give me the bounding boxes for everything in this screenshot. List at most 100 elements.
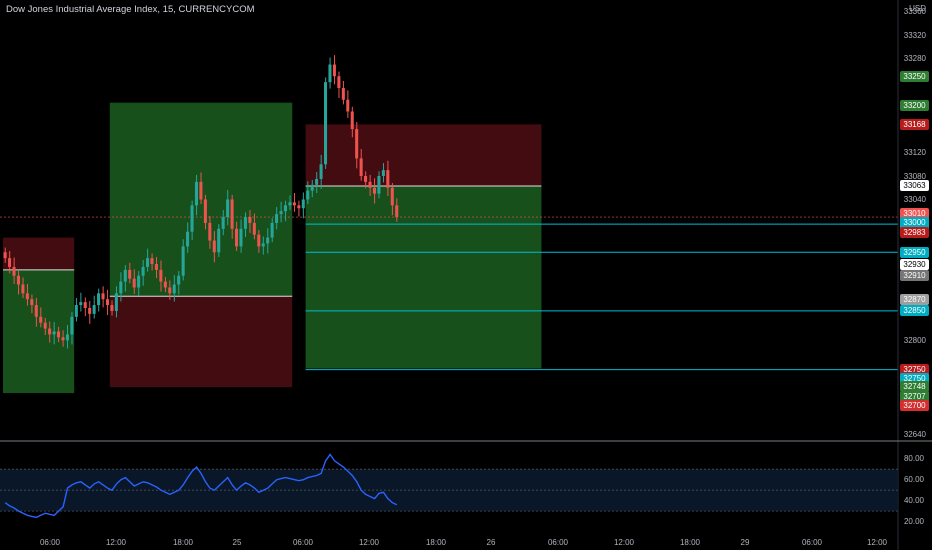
candle-body <box>39 316 43 323</box>
candle-body <box>16 275 20 285</box>
candle-body <box>306 190 310 200</box>
candle-body <box>337 76 341 88</box>
candle-body <box>217 228 221 253</box>
candle-body <box>25 293 29 300</box>
candle-body <box>257 234 261 247</box>
candle-body <box>324 82 328 165</box>
candle-body <box>368 181 372 188</box>
time-tick-label: 06:00 <box>39 538 61 547</box>
candle-body <box>203 199 207 223</box>
candle-body <box>154 264 158 270</box>
candle-body <box>377 176 381 194</box>
candle-body <box>346 99 350 112</box>
price-tick-label: 33040 <box>903 194 926 204</box>
candle-body <box>128 269 132 279</box>
time-tick-label: 12:00 <box>866 538 888 547</box>
candle-body <box>186 231 190 247</box>
candle-body <box>34 305 38 317</box>
candle-body <box>283 205 287 212</box>
candle-body <box>12 266 16 276</box>
candle-body <box>146 258 150 267</box>
price-tag: 32930 <box>900 258 929 270</box>
currency-label: USD <box>909 4 926 13</box>
time-tick-label: 06:00 <box>292 538 314 547</box>
candle-body <box>3 252 7 259</box>
time-tick-label: 26 <box>486 538 496 547</box>
candle-body <box>332 64 336 77</box>
position-profit-zone-0 <box>3 269 75 394</box>
time-tick-label: 12:00 <box>613 538 635 547</box>
candle-body <box>65 334 69 341</box>
price-tag: 33168 <box>900 118 929 130</box>
candle-body <box>248 217 252 223</box>
candle-body <box>230 199 234 229</box>
time-tick-label: 12:00 <box>105 538 127 547</box>
candle-body <box>119 281 123 294</box>
candle-body <box>315 178 319 185</box>
candle-body <box>355 129 359 159</box>
price-tag: 32910 <box>900 270 929 282</box>
candle-body <box>74 305 78 317</box>
price-tick-label: 32800 <box>903 335 926 345</box>
chart-title: Dow Jones Industrial Average Index, 15, … <box>6 4 255 15</box>
candle-body <box>288 202 292 206</box>
candle-body <box>159 269 163 282</box>
candle-body <box>61 337 65 341</box>
candle-body <box>88 308 92 314</box>
time-tick-label: 25 <box>232 538 242 547</box>
price-tag: 32983 <box>900 227 929 239</box>
price-tag: 32950 <box>900 246 929 258</box>
price-tag: 33250 <box>900 70 929 82</box>
price-tag: 32750 <box>900 372 929 384</box>
price-tick-label: 33320 <box>903 30 926 40</box>
candle-body <box>261 243 265 247</box>
candle-body <box>194 181 198 206</box>
price-tag: 33063 <box>900 180 929 192</box>
rsi-line <box>4 453 398 519</box>
candle-body <box>57 331 61 338</box>
candle-body <box>123 269 127 282</box>
time-tick-label: 18:00 <box>425 538 447 547</box>
candle-body <box>101 293 105 300</box>
candle-body <box>8 258 12 267</box>
rsi-tick-label: 60.00 <box>903 474 924 484</box>
candle-body <box>208 222 212 241</box>
candle-body <box>132 278 136 288</box>
price-tag: 32850 <box>900 305 929 317</box>
candle-body <box>70 316 74 335</box>
candle-body <box>43 322 47 329</box>
candle-body <box>221 217 225 229</box>
time-tick-label: 18:00 <box>172 538 194 547</box>
candle-body <box>386 170 390 188</box>
price-tag: 32707 <box>900 390 929 402</box>
time-tick-label: 18:00 <box>679 538 701 547</box>
candle-body <box>177 275 181 285</box>
candle-body <box>141 266 145 276</box>
candle-body <box>243 217 247 229</box>
time-tick-label: 06:00 <box>547 538 569 547</box>
candle-body <box>150 258 154 264</box>
candle-body <box>301 199 305 209</box>
price-tick-label: 33080 <box>903 171 926 181</box>
candle-body <box>190 205 194 232</box>
candle-body <box>266 237 270 244</box>
candle-body <box>163 281 167 288</box>
price-tag: 32700 <box>900 400 929 412</box>
price-tag: 32748 <box>900 380 929 392</box>
candle-body <box>110 305 114 311</box>
candle-body <box>97 293 101 306</box>
price-tag: 32870 <box>900 293 929 305</box>
candle-body <box>172 284 176 294</box>
price-tag: 32750 <box>900 364 929 376</box>
candle-body <box>30 299 34 306</box>
candle-body <box>328 64 332 83</box>
position-loss-zone-1 <box>109 296 293 388</box>
price-tick-label: 32640 <box>903 429 926 439</box>
position-loss-zone-0 <box>3 237 75 270</box>
candle-body <box>310 184 314 191</box>
price-tick-label: 33280 <box>903 54 926 64</box>
candle-body <box>239 228 243 247</box>
candle-body <box>279 211 283 215</box>
position-profit-zone-2 <box>305 185 542 369</box>
